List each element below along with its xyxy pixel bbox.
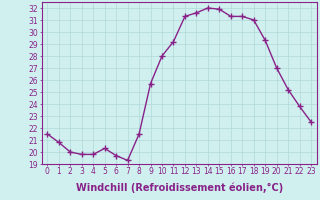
X-axis label: Windchill (Refroidissement éolien,°C): Windchill (Refroidissement éolien,°C) <box>76 182 283 193</box>
